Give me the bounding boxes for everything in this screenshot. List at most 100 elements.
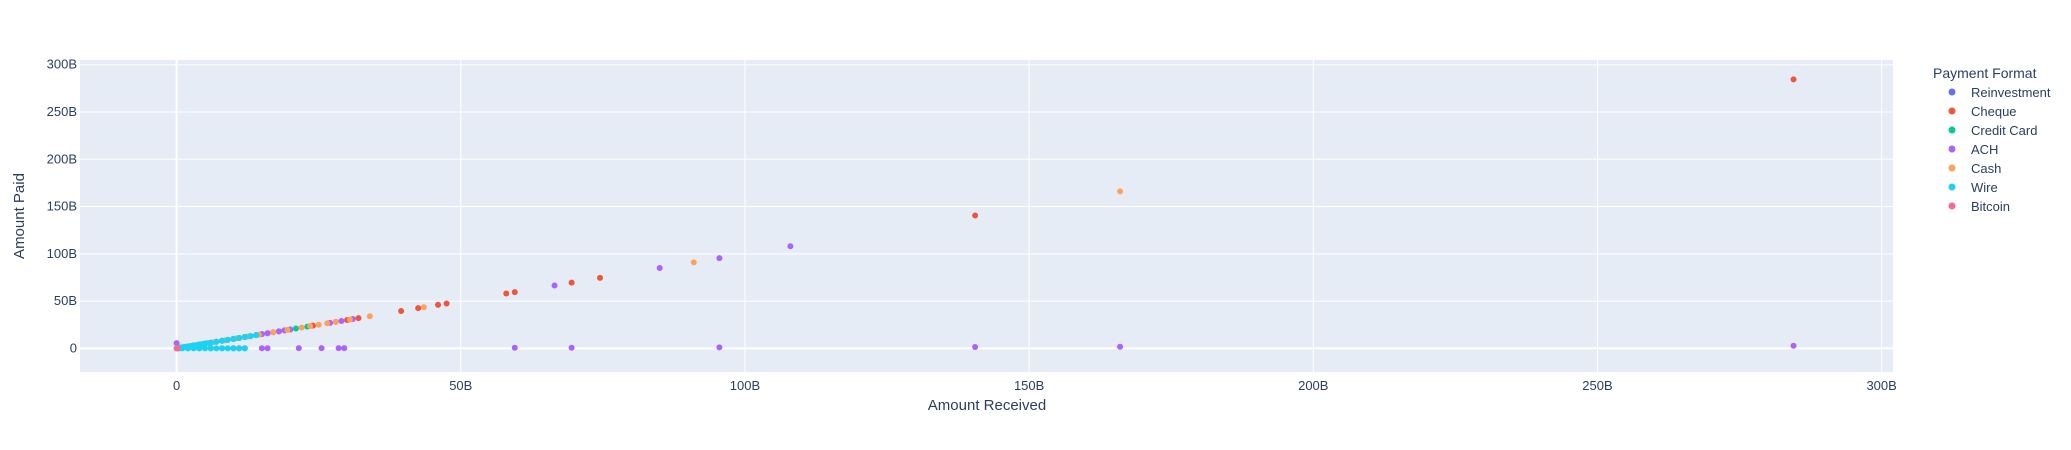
data-point <box>224 336 231 343</box>
data-point <box>307 323 314 330</box>
data-point <box>258 345 265 352</box>
y-axis-ticks: 0 50B 100B 150B 200B 250B 300B <box>47 57 77 356</box>
series-bitcoin <box>173 345 181 352</box>
legend-item[interactable]: Reinvestment <box>1948 85 2051 100</box>
data-point <box>335 345 342 352</box>
legend-label: Reinvestment <box>1971 85 2051 100</box>
x-tick-label: 250B <box>1582 378 1612 393</box>
data-point <box>219 345 226 352</box>
data-point <box>196 345 203 352</box>
legend-item[interactable]: Wire <box>1948 180 1998 195</box>
legend-label: Cheque <box>1971 104 2017 119</box>
legend-item[interactable]: Cash <box>1948 161 2002 176</box>
data-point <box>716 344 723 351</box>
y-tick-label: 250B <box>47 104 77 119</box>
data-point <box>568 344 575 351</box>
data-point <box>1117 188 1124 195</box>
x-tick-label: 200B <box>1298 378 1328 393</box>
legend-item[interactable]: Credit Card <box>1948 123 2038 138</box>
data-point <box>1117 343 1124 350</box>
y-tick-label: 300B <box>47 57 77 72</box>
grid-lines <box>80 60 1893 372</box>
data-point <box>275 328 282 335</box>
data-point <box>690 259 697 266</box>
y-tick-label: 0 <box>70 340 77 355</box>
data-point <box>264 330 271 337</box>
data-point <box>568 279 575 286</box>
data-point <box>511 289 518 296</box>
series-wire <box>173 332 260 352</box>
legend-marker <box>1948 126 1956 134</box>
data-point <box>284 326 291 333</box>
data-point <box>355 315 362 322</box>
data-point <box>224 345 231 352</box>
legend-item[interactable]: ACH <box>1948 142 1999 157</box>
data-point <box>241 334 248 341</box>
legend-item[interactable]: Bitcoin <box>1948 199 2011 214</box>
y-tick-label: 150B <box>47 199 77 214</box>
data-point <box>366 313 373 320</box>
data-point <box>787 243 794 250</box>
legend-marker <box>1948 107 1956 115</box>
data-points <box>173 76 1797 352</box>
data-point <box>435 301 442 308</box>
data-point <box>270 329 277 336</box>
data-point <box>324 320 331 327</box>
y-tick-label: 50B <box>54 293 77 308</box>
data-point <box>264 345 271 352</box>
legend-title: Payment Format <box>1933 65 2037 81</box>
legend-label: Wire <box>1971 180 1998 195</box>
x-tick-label: 150B <box>1014 378 1044 393</box>
y-tick-label: 200B <box>47 151 77 166</box>
data-point <box>972 212 979 219</box>
x-tick-label: 50B <box>449 378 472 393</box>
data-point <box>1790 342 1797 349</box>
legend-label: ACH <box>1971 142 1998 157</box>
legend-marker <box>1948 202 1956 210</box>
data-point <box>415 305 422 312</box>
data-point <box>338 317 345 324</box>
data-point <box>213 338 220 345</box>
data-point <box>346 316 353 323</box>
x-axis-ticks: 0 50B 100B 150B 200B 250B 300B <box>173 378 1897 393</box>
legend-marker <box>1948 145 1956 153</box>
data-point <box>207 339 214 346</box>
data-point <box>219 337 226 344</box>
data-point <box>551 282 558 289</box>
data-point <box>174 345 181 352</box>
data-point <box>253 332 260 339</box>
data-point <box>1790 76 1797 83</box>
data-point <box>656 265 663 271</box>
data-point <box>173 340 180 347</box>
data-point <box>298 324 305 331</box>
data-point <box>295 345 302 352</box>
legend-marker <box>1948 88 1956 96</box>
legend-marker <box>1948 183 1956 191</box>
plot-area-background <box>80 60 1893 372</box>
data-point <box>420 304 427 311</box>
data-point <box>398 308 405 315</box>
legend[interactable]: Payment Format Reinvestment Cheque Credit … <box>1933 65 2051 214</box>
data-point <box>716 255 723 262</box>
y-tick-label: 100B <box>47 246 77 261</box>
data-point <box>597 274 604 281</box>
legend-label: Credit Card <box>1971 123 2037 138</box>
data-point <box>332 318 339 325</box>
legend-item[interactable]: Cheque <box>1948 104 2017 119</box>
data-point <box>341 345 348 352</box>
data-point <box>318 345 325 352</box>
data-point <box>292 325 299 332</box>
data-point <box>972 344 979 351</box>
data-point <box>236 345 243 352</box>
data-point <box>443 300 450 307</box>
data-point <box>315 321 322 328</box>
data-point <box>511 344 518 351</box>
data-point <box>184 345 191 352</box>
data-point <box>190 345 197 352</box>
data-point <box>202 345 209 352</box>
data-point <box>230 345 237 352</box>
data-point <box>236 334 243 341</box>
x-tick-label: 300B <box>1866 378 1896 393</box>
y-axis-title: Amount Paid <box>11 173 28 259</box>
data-point <box>207 345 214 352</box>
